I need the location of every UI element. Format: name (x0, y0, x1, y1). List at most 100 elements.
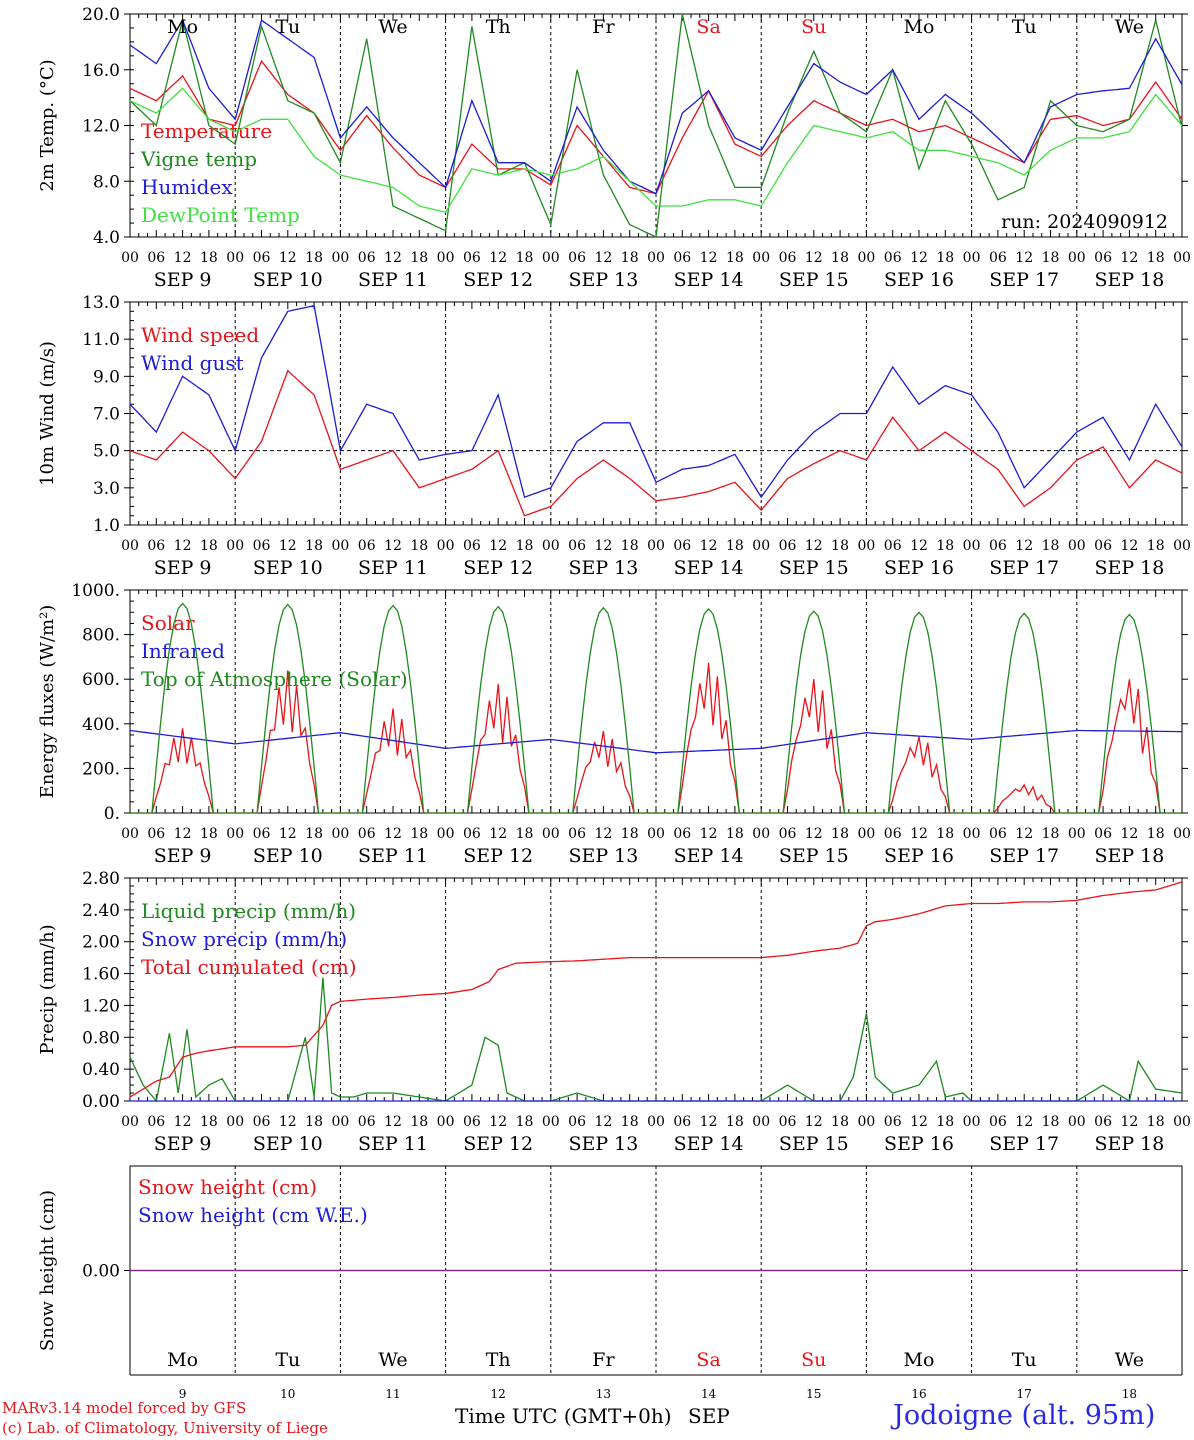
xaxis-title: Time UTC (GMT+0h) (455, 1404, 672, 1428)
panel3-hour-label: 12 (174, 826, 192, 842)
panel4-hour-label: 00 (857, 1114, 875, 1130)
bottom-date-label: 18 (1122, 1387, 1137, 1401)
panel3-date-label: SEP 17 (989, 845, 1059, 867)
panel1-hour-label: 00 (963, 250, 981, 266)
panel3-hour-label: 00 (331, 826, 349, 842)
panel4-hour-label: 06 (779, 1114, 797, 1130)
panel3-hour-label: 12 (805, 826, 823, 842)
panel2-date-label: SEP 10 (253, 557, 323, 579)
panel4-hour-label: 06 (1094, 1114, 1112, 1130)
panel3-date-label: SEP 10 (253, 845, 323, 867)
panel2-hour-label: 18 (305, 538, 323, 554)
panel1-hour-label: 12 (384, 250, 402, 266)
panel1-series-vigne-temp (129, 13, 1183, 238)
panel2-hour-label: 06 (989, 538, 1007, 554)
panel2-series-wind-speed (129, 369, 1183, 517)
panel2-hour-label: 12 (384, 538, 402, 554)
bottom-date-label: 11 (385, 1387, 400, 1401)
panel1-hour-label: 00 (857, 250, 875, 266)
panel3-hour-label: 12 (489, 826, 507, 842)
panel3-hour-label: 06 (884, 826, 902, 842)
top-weekday-label: We (378, 16, 407, 38)
panel2-hour-label: 00 (1068, 538, 1086, 554)
panel4-y-tick-label: 0.40 (82, 1060, 120, 1080)
panel1-hour-label: 18 (831, 250, 849, 266)
panel4-legend-liquid-precip-mm-h-: Liquid precip (mm/h) (141, 899, 356, 923)
panel3-hour-label: 18 (516, 826, 534, 842)
panel1-hour-label: 06 (1094, 250, 1112, 266)
panel4-hour-label: 18 (410, 1114, 428, 1130)
panel1-date-label: SEP 18 (1094, 269, 1164, 291)
panel4-hour-label: 00 (437, 1114, 455, 1130)
panel4-y-tick-label: 2.40 (82, 901, 120, 921)
panel3-date-label: SEP 13 (568, 845, 638, 867)
panel3-legend-solar: Solar (141, 611, 195, 635)
panel3-hour-label: 12 (1015, 826, 1033, 842)
panel3-y-tick-label: 600. (82, 670, 120, 690)
panel1-hour-label: 18 (1042, 250, 1060, 266)
panel3-hour-label: 18 (305, 826, 323, 842)
panel1-hour-label: 12 (594, 250, 612, 266)
panel4-legend-total-cumulated-cm-: Total cumulated (cm) (141, 955, 357, 979)
panel3-y-tick-label: 400. (82, 715, 120, 735)
panel4-date-label: SEP 17 (989, 1133, 1059, 1155)
top-weekday-label: Mo (904, 16, 935, 38)
bottom-date-label: 17 (1017, 1387, 1032, 1401)
panel4-hour-label: 12 (700, 1114, 718, 1130)
panel2-hour-label: 06 (884, 538, 902, 554)
panel1-hour-label: 00 (331, 250, 349, 266)
panel4-hour-label: 12 (1015, 1114, 1033, 1130)
panel4-hour-label: 06 (463, 1114, 481, 1130)
panel1-hour-label: 06 (989, 250, 1007, 266)
panel2-hour-label: 18 (516, 538, 534, 554)
panel4-hour-label: 12 (174, 1114, 192, 1130)
panel3-series-infrared (129, 729, 1182, 754)
panel2-hour-label: 18 (831, 538, 849, 554)
bottom-date-label: 15 (806, 1387, 821, 1401)
panel2-hour-label: 12 (1015, 538, 1033, 554)
panel1-hour-label: 00 (752, 250, 770, 266)
panel1-hour-label: 00 (1173, 250, 1191, 266)
panel3-hour-label: 00 (857, 826, 875, 842)
station-title: Jodoigne (alt. 95m) (893, 1400, 1156, 1431)
panel4-date-label: SEP 9 (154, 1133, 212, 1155)
panel4-date-label: SEP 10 (253, 1133, 323, 1155)
panel3-hour-label: 00 (752, 826, 770, 842)
panel2-hour-label: 00 (1173, 538, 1191, 554)
panel4-hour-label: 12 (805, 1114, 823, 1130)
panel1-y-tick-label: 8.0 (93, 172, 120, 192)
panel2-hour-label: 18 (200, 538, 218, 554)
panel4-hour-label: 06 (884, 1114, 902, 1130)
panel3-hour-label: 06 (673, 826, 691, 842)
panel1-hour-label: 06 (463, 250, 481, 266)
panel5-y-tick-label: 0.00 (82, 1262, 120, 1282)
panel2-hour-label: 00 (647, 538, 665, 554)
panel2-date-label: SEP 13 (568, 557, 638, 579)
top-weekday-label: Fr (592, 16, 615, 38)
panel3-legend-top-of-atmosphere-solar-: Top of Atmosphere (Solar) (141, 667, 408, 691)
panel2-hour-label: 06 (147, 538, 165, 554)
panel3-date-label: SEP 14 (674, 845, 744, 867)
bottom-date-label: 13 (596, 1387, 611, 1401)
panel2-hour-label: 18 (1147, 538, 1165, 554)
panel2-y-tick-label: 11.0 (82, 330, 120, 350)
panel4-hour-label: 12 (489, 1114, 507, 1130)
panel3-y-tick-label: 0. (104, 804, 120, 824)
panel2-hour-label: 06 (1094, 538, 1112, 554)
panel2-hour-label: 06 (673, 538, 691, 554)
panel2-hour-label: 18 (621, 538, 639, 554)
panel1-hour-label: 12 (1120, 250, 1138, 266)
panel4-hour-label: 00 (963, 1114, 981, 1130)
credit-line-1: MARv3.14 model forced by GFS (2, 1399, 247, 1417)
panel2-y-tick-label: 9.0 (93, 367, 120, 387)
bottom-date-label: 14 (701, 1387, 717, 1401)
panel2-date-label: SEP 18 (1094, 557, 1164, 579)
panel1-hour-label: 12 (805, 250, 823, 266)
panel1-hour-label: 06 (358, 250, 376, 266)
panel2-hour-label: 06 (568, 538, 586, 554)
run-label: run: 2024090912 (1001, 211, 1168, 233)
panel2-hour-label: 12 (594, 538, 612, 554)
panel1-hour-label: 00 (437, 250, 455, 266)
panel1-hour-label: 18 (200, 250, 218, 266)
